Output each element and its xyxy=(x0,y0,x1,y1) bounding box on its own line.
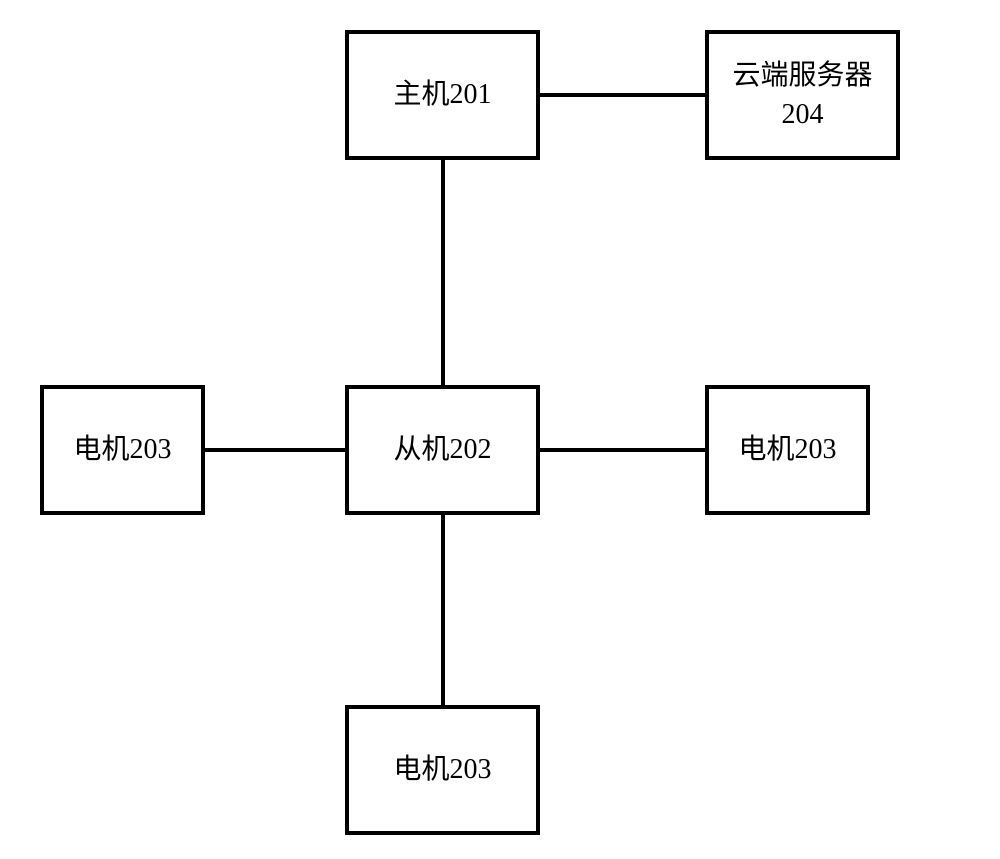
node-host-label: 主机201 xyxy=(393,75,491,114)
node-motor-left: 电机203 xyxy=(40,385,205,515)
node-cloud-server-label: 云端服务器 204 xyxy=(732,56,872,134)
diagram-container: 主机201 云端服务器 204 从机202 电机203 电机203 电机203 xyxy=(0,0,1000,859)
node-cloud-server: 云端服务器 204 xyxy=(705,30,900,160)
node-motor-bottom-label: 电机203 xyxy=(393,750,491,789)
node-motor-left-label: 电机203 xyxy=(73,430,171,469)
node-motor-right: 电机203 xyxy=(705,385,870,515)
node-motor-right-label: 电机203 xyxy=(738,430,836,469)
node-host: 主机201 xyxy=(345,30,540,160)
node-slave-label: 从机202 xyxy=(393,430,491,469)
node-motor-bottom: 电机203 xyxy=(345,705,540,835)
edge-slave-motorright xyxy=(540,448,705,452)
edge-host-cloud xyxy=(540,93,705,97)
edge-slave-motorbottom xyxy=(441,515,445,705)
node-slave: 从机202 xyxy=(345,385,540,515)
edge-motorleft-slave xyxy=(205,448,345,452)
edge-host-slave xyxy=(441,160,445,385)
